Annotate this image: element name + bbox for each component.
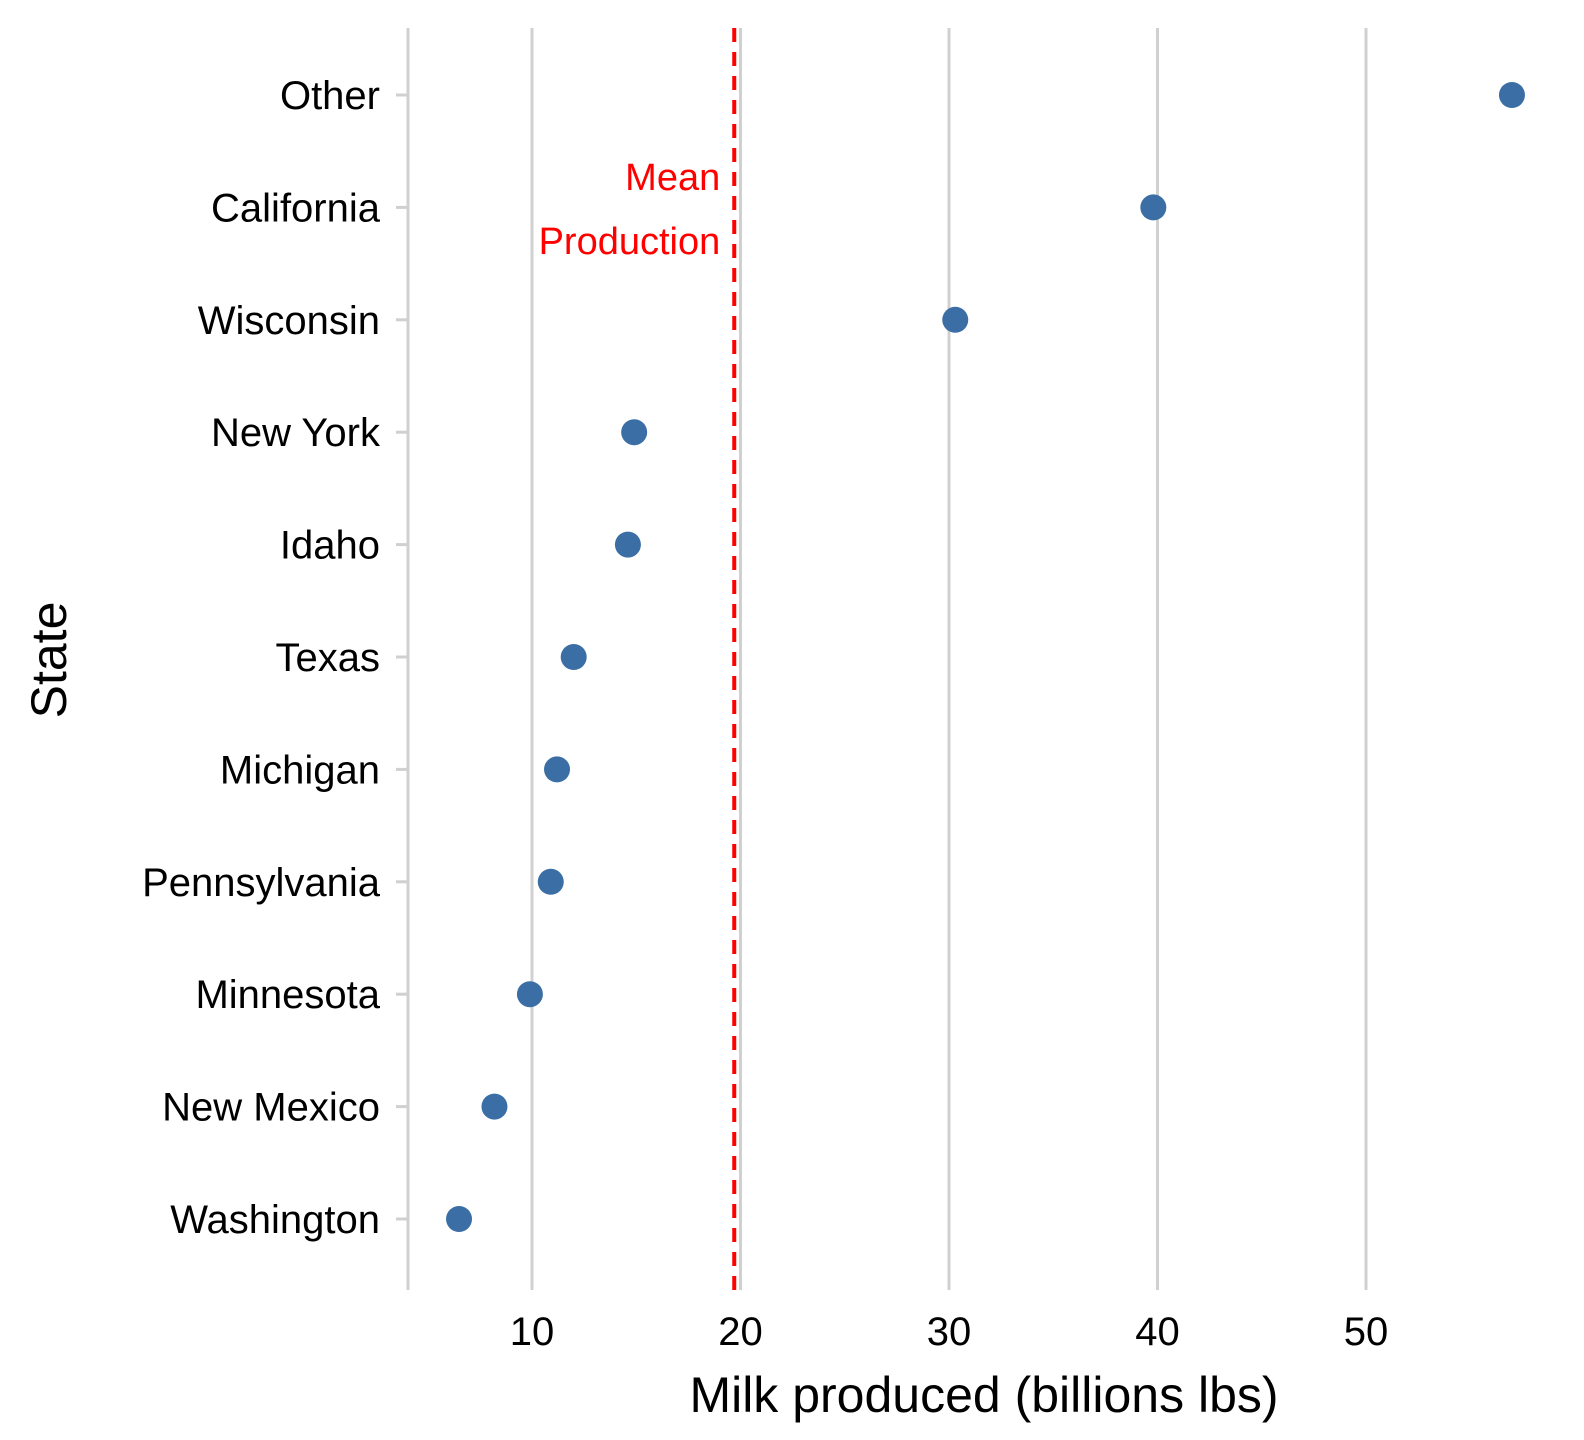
x-tick-label: 30 [927, 1310, 972, 1354]
mean-annotation-line: Production [539, 221, 721, 263]
data-point [1498, 82, 1525, 108]
y-tick-label: Michigan [220, 748, 380, 792]
y-tick-label: California [211, 186, 381, 230]
data-point [544, 756, 571, 783]
data-points [446, 82, 1525, 1232]
y-tick-label: Minnesota [195, 973, 380, 1017]
x-tick-label: 20 [718, 1310, 763, 1354]
data-point [446, 1206, 473, 1232]
x-axis-title: Milk produced (billions lbs) [689, 1367, 1278, 1423]
x-tick-label: 50 [1344, 1310, 1389, 1354]
data-point [621, 419, 648, 446]
axes: 10 20 30 40 50 Other California Wisconsin New Yo… [142, 28, 1388, 1354]
reference-line-group: Mean Production [539, 28, 737, 1290]
data-point [614, 531, 641, 558]
x-tick-label: 10 [510, 1310, 555, 1354]
data-point [481, 1093, 508, 1120]
y-tick-label: New York [211, 411, 381, 455]
y-tick-label: Idaho [280, 524, 380, 568]
data-point [560, 644, 587, 670]
data-point [537, 868, 564, 895]
y-tick-label: Washington [170, 1198, 380, 1242]
y-tick-label: New Mexico [162, 1086, 380, 1130]
data-point [942, 306, 969, 333]
x-tick-label: 40 [1135, 1310, 1180, 1354]
y-tick-label: Wisconsin [198, 299, 380, 343]
y-tick-label: Pennsylvania [142, 861, 381, 905]
data-point [1140, 194, 1167, 221]
mean-annotation-line: Mean [625, 157, 720, 199]
y-tick-label: Other [280, 74, 380, 118]
y-tick-label: Texas [276, 636, 381, 680]
gridlines [530, 28, 1368, 1290]
data-point [516, 981, 543, 1008]
y-axis-title: State [21, 602, 77, 719]
